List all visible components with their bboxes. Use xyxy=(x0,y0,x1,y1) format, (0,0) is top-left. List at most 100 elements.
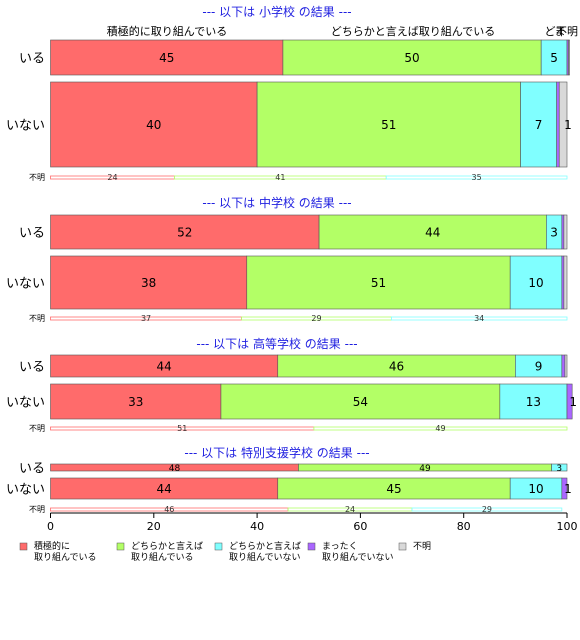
data-label: 40 xyxy=(146,118,161,132)
column-header-label: どちらかと言えば取り組んでいる xyxy=(331,25,495,38)
data-label: 10 xyxy=(528,276,543,290)
unknown-data-label: 29 xyxy=(311,314,321,323)
bar-segment xyxy=(561,255,565,310)
x-tick-label: 100 xyxy=(557,520,578,533)
x-tick-label: 80 xyxy=(457,520,471,533)
data-label: 52 xyxy=(177,226,192,240)
legend-swatch xyxy=(19,542,28,551)
panel-title: --- 以下は 中学校 の結果 --- xyxy=(202,195,351,210)
unknown-bar-segment xyxy=(313,426,568,431)
data-label: 13 xyxy=(526,395,541,409)
legend-label: 取り組んでいない xyxy=(322,551,394,563)
column-header-label: 不明 xyxy=(556,25,578,38)
x-tick-label: 20 xyxy=(147,520,161,533)
bar-segment xyxy=(318,214,547,250)
data-label: 1 xyxy=(569,395,577,409)
panel-title: --- 以下は 高等学校 の結果 --- xyxy=(196,336,357,351)
data-label: 51 xyxy=(371,276,386,290)
unknown-data-label: 35 xyxy=(472,173,482,182)
unknown-row-label: 不明 xyxy=(29,505,45,514)
bar-segment xyxy=(561,477,568,500)
bar-segment xyxy=(256,81,521,168)
bar-segment xyxy=(50,39,284,76)
row-label: いない xyxy=(6,396,45,411)
data-label: 33 xyxy=(128,395,143,409)
row-label: いる xyxy=(19,462,45,477)
unknown-data-label: 49 xyxy=(435,424,445,433)
data-label: 9 xyxy=(535,360,543,374)
legend-label: 取り組んでいる xyxy=(34,551,97,563)
bar-segment xyxy=(50,81,258,168)
x-tick-label: 60 xyxy=(353,520,367,533)
unknown-data-label: 51 xyxy=(177,424,187,433)
unknown-data-label: 24 xyxy=(345,505,355,514)
bar-segment xyxy=(568,39,570,76)
data-label: 45 xyxy=(159,51,174,65)
legend-label: 不明 xyxy=(413,541,431,552)
row-label: いない xyxy=(6,277,45,292)
column-header-label: 積極的に取り組んでいる xyxy=(107,24,227,38)
bar-segment xyxy=(540,39,568,76)
bar-segment xyxy=(499,383,568,420)
unknown-data-label: 34 xyxy=(474,314,484,323)
bar-segment xyxy=(50,214,320,250)
bar-segment xyxy=(561,354,566,378)
legend-swatch xyxy=(398,542,407,551)
unknown-bar-segment xyxy=(385,175,568,180)
data-label: 7 xyxy=(535,118,543,132)
data-label: 3 xyxy=(550,226,558,240)
unknown-data-label: 24 xyxy=(107,173,117,182)
unknown-row-label: 不明 xyxy=(29,173,45,182)
unknown-row-label: 不明 xyxy=(29,314,45,323)
data-label: 48 xyxy=(169,464,181,474)
data-label: 1 xyxy=(564,118,572,132)
bar-segment xyxy=(566,383,573,420)
panel-title: --- 以下は 特別支援学校 の結果 --- xyxy=(184,445,369,460)
unknown-row-label: 不明 xyxy=(29,424,45,433)
data-label: 45 xyxy=(386,482,401,496)
data-label: 3 xyxy=(556,464,562,474)
panel-title: --- 以下は 小学校 の結果 --- xyxy=(202,4,351,19)
legend-label: どちらかと言えば xyxy=(229,540,301,552)
legend-label: まったく xyxy=(322,541,358,552)
x-tick-label: 0 xyxy=(47,520,54,533)
bar-segment xyxy=(50,255,248,310)
bar-segment xyxy=(509,255,563,310)
unknown-data-label: 29 xyxy=(482,505,492,514)
data-label: 38 xyxy=(141,276,156,290)
bar-segment xyxy=(556,81,560,168)
bar-segment xyxy=(551,463,568,472)
data-label: 5 xyxy=(550,51,558,65)
row-label: いる xyxy=(19,52,45,67)
unknown-data-label: 46 xyxy=(164,505,174,514)
data-label: 1 xyxy=(564,482,572,496)
bar-segment xyxy=(220,383,501,420)
bar-segment xyxy=(558,81,568,168)
bar-segment xyxy=(561,214,565,250)
legend-label: どちらかと言えば xyxy=(131,540,203,552)
unknown-bar-segment xyxy=(390,316,568,321)
data-label: 51 xyxy=(381,118,396,132)
data-label: 49 xyxy=(419,464,431,474)
legend-label: 取り組んでいない xyxy=(229,551,301,563)
x-tick-label: 40 xyxy=(250,520,264,533)
bar-segment xyxy=(282,39,542,76)
row-label: いる xyxy=(19,226,45,241)
unknown-bar-segment xyxy=(411,507,563,512)
data-label: 54 xyxy=(353,395,368,409)
row-label: いない xyxy=(6,119,45,134)
bar-segment xyxy=(563,255,568,310)
row-label: いない xyxy=(6,483,45,498)
bar-segment xyxy=(246,255,511,310)
column-header-label: ま xyxy=(555,25,566,38)
data-label: 44 xyxy=(156,360,171,374)
bar-segment xyxy=(520,81,557,168)
legend-swatch xyxy=(307,542,316,551)
data-label: 46 xyxy=(389,360,404,374)
data-label: 44 xyxy=(425,226,440,240)
data-label: 44 xyxy=(156,482,171,496)
unknown-data-label: 37 xyxy=(141,314,151,323)
bar-segment xyxy=(50,383,222,420)
